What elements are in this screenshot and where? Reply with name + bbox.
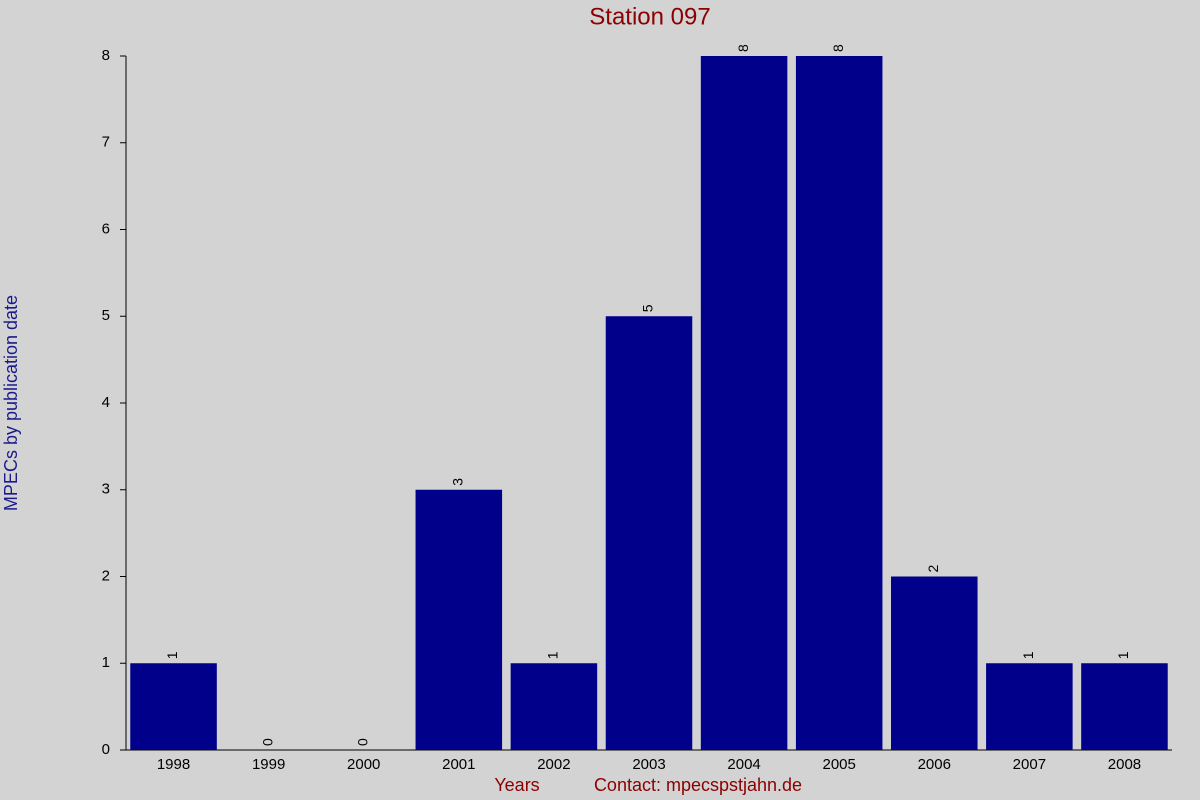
value-label: 1 (1020, 651, 1036, 659)
y-tick-label: 0 (102, 741, 110, 758)
y-tick-label: 8 (102, 47, 110, 64)
y-tick-label: 4 (102, 394, 110, 411)
bar (795, 56, 883, 750)
bar (415, 489, 503, 750)
x-tick-label: 1998 (157, 756, 190, 773)
y-tick-label: 2 (102, 567, 110, 584)
x-tick-label: 2001 (442, 756, 475, 773)
bar (891, 576, 978, 750)
value-label: 5 (640, 304, 656, 312)
value-label: 0 (259, 738, 275, 746)
value-label: 1 (545, 651, 561, 659)
value-label: 0 (354, 738, 370, 746)
bar (510, 663, 598, 750)
value-label: 1 (164, 651, 180, 659)
value-label: 3 (450, 478, 466, 486)
chart-title: Station 097 (589, 3, 710, 30)
x-tick-label: 2003 (632, 756, 665, 773)
bar (605, 316, 693, 750)
value-label: 2 (925, 565, 941, 573)
x-tick-label: 2008 (1108, 756, 1141, 773)
bar (986, 663, 1073, 750)
x-tick-label: 1999 (252, 756, 285, 773)
value-label: 8 (830, 44, 846, 52)
x-tick-label: 2000 (347, 756, 380, 773)
x-axis-label: Years (494, 775, 539, 795)
x-tick-label: 2005 (822, 756, 855, 773)
bar (700, 56, 788, 750)
y-tick-label: 7 (102, 134, 110, 151)
x-tick-label: 2006 (918, 756, 951, 773)
y-tick-label: 5 (102, 307, 110, 324)
value-label: 8 (735, 44, 751, 52)
x-tick-label: 2007 (1013, 756, 1046, 773)
bar (130, 663, 217, 750)
x-tick-label: 2004 (727, 756, 760, 773)
y-tick-label: 1 (102, 654, 110, 671)
x-tick-label: 2002 (537, 756, 570, 773)
y-tick-label: 3 (102, 481, 110, 498)
annotation: Contact: mpecspstjahn.de (594, 775, 802, 795)
bar (1081, 663, 1168, 750)
y-axis-label: MPECs by publication date (1, 295, 21, 511)
value-label: 1 (1115, 651, 1131, 659)
y-tick-label: 6 (102, 220, 110, 237)
